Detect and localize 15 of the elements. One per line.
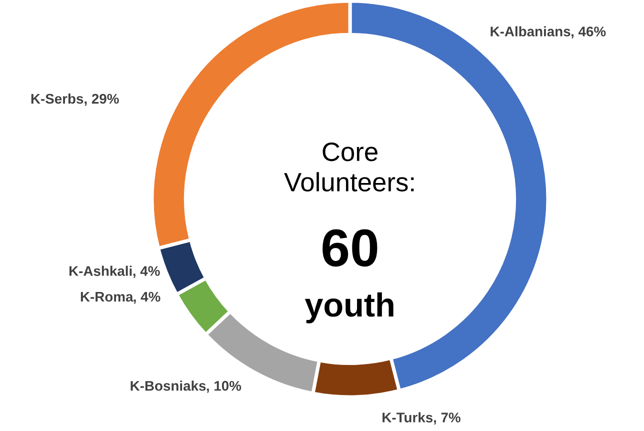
slice-label: K-Bosniaks xyxy=(130,380,206,391)
text: youth xyxy=(304,292,394,324)
data-label: , 4% xyxy=(133,266,160,278)
text: 60 xyxy=(322,229,378,267)
slice-label: K-Turks xyxy=(382,412,433,422)
slice-label: K-Roma xyxy=(80,292,134,302)
data-label: , 7% xyxy=(434,412,460,424)
slice-label: K-Albanians xyxy=(490,26,570,36)
slice-label: K-Ashkali xyxy=(69,266,132,276)
data-label: , 4% xyxy=(134,292,160,304)
slice-label: K-Serbs xyxy=(31,94,84,104)
data-label: , 46% xyxy=(571,26,606,38)
data-label: , 10% xyxy=(206,380,242,393)
text: Core Volunteers: xyxy=(284,142,414,192)
data-label: , 29% xyxy=(84,94,119,106)
